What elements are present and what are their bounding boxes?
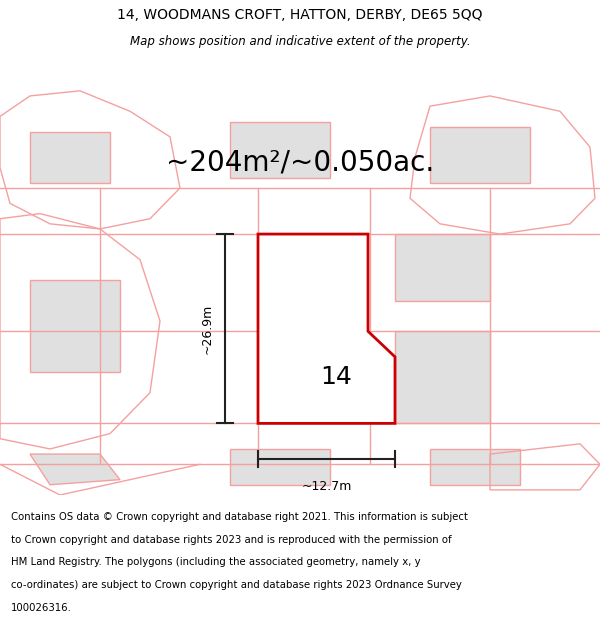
Polygon shape bbox=[30, 280, 120, 372]
Text: to Crown copyright and database rights 2023 and is reproduced with the permissio: to Crown copyright and database rights 2… bbox=[11, 534, 451, 544]
Polygon shape bbox=[30, 132, 110, 183]
Polygon shape bbox=[430, 127, 530, 183]
Text: 14: 14 bbox=[320, 366, 352, 389]
Polygon shape bbox=[30, 454, 120, 485]
Polygon shape bbox=[230, 449, 330, 485]
Polygon shape bbox=[395, 331, 490, 423]
Text: ~12.7m: ~12.7m bbox=[301, 479, 352, 492]
Text: co-ordinates) are subject to Crown copyright and database rights 2023 Ordnance S: co-ordinates) are subject to Crown copyr… bbox=[11, 580, 461, 590]
Text: 14, WOODMANS CROFT, HATTON, DERBY, DE65 5QQ: 14, WOODMANS CROFT, HATTON, DERBY, DE65 … bbox=[117, 8, 483, 22]
Text: ~26.9m: ~26.9m bbox=[200, 304, 214, 354]
Text: ~204m²/~0.050ac.: ~204m²/~0.050ac. bbox=[166, 149, 434, 176]
Polygon shape bbox=[430, 449, 520, 485]
Text: HM Land Registry. The polygons (including the associated geometry, namely x, y: HM Land Registry. The polygons (includin… bbox=[11, 558, 421, 568]
Polygon shape bbox=[258, 234, 395, 423]
Text: 100026316.: 100026316. bbox=[11, 603, 71, 613]
Text: Map shows position and indicative extent of the property.: Map shows position and indicative extent… bbox=[130, 35, 470, 48]
Text: Contains OS data © Crown copyright and database right 2021. This information is : Contains OS data © Crown copyright and d… bbox=[11, 512, 468, 522]
Polygon shape bbox=[230, 121, 330, 177]
Polygon shape bbox=[395, 234, 490, 301]
